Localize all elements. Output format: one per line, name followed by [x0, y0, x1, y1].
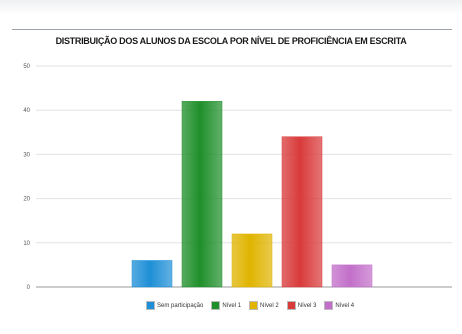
y-tick-label: 50: [23, 64, 30, 70]
y-tick-label: 30: [23, 152, 30, 158]
legend-label: Sem participação: [157, 302, 204, 309]
bar-3[interactable]: [281, 136, 323, 288]
legend-item[interactable]: Nível 2: [247, 300, 281, 311]
header-band: [0, 0, 462, 14]
legend-label: Nível 2: [260, 302, 279, 309]
legend-label: Nível 1: [222, 302, 242, 309]
chart-title: DISTRIBUIÇÃO DOS ALUNOS DA ESCOLA POR NÍ…: [55, 36, 407, 46]
legend-item[interactable]: Nível 4: [322, 300, 356, 311]
bar-4[interactable]: [331, 264, 373, 288]
title-divider: [12, 29, 452, 30]
y-tick-label: 20: [23, 197, 30, 203]
chart-legend: Sem participação Nível 1 Nível 2 Nível 3 Nív…: [144, 300, 356, 311]
legend-swatch: [211, 301, 221, 310]
legend-swatch: [249, 301, 259, 310]
legend-swatch: [286, 301, 296, 310]
legend-swatch: [324, 301, 334, 310]
legend-swatch: [146, 301, 155, 310]
bar-2[interactable]: [231, 233, 273, 288]
legend-item[interactable]: Sem participação: [144, 300, 205, 311]
legend-item[interactable]: Nível 3: [285, 300, 319, 311]
y-tick-label: 40: [23, 108, 30, 114]
legend-item[interactable]: Nível 1: [209, 300, 243, 311]
legend-label: Nível 4: [335, 302, 355, 309]
bar-1[interactable]: [181, 101, 223, 288]
y-tick-label: 0: [27, 285, 31, 291]
legend-label: Nível 3: [297, 302, 317, 309]
y-tick-label: 10: [23, 241, 30, 247]
bar-0[interactable]: [131, 260, 173, 288]
